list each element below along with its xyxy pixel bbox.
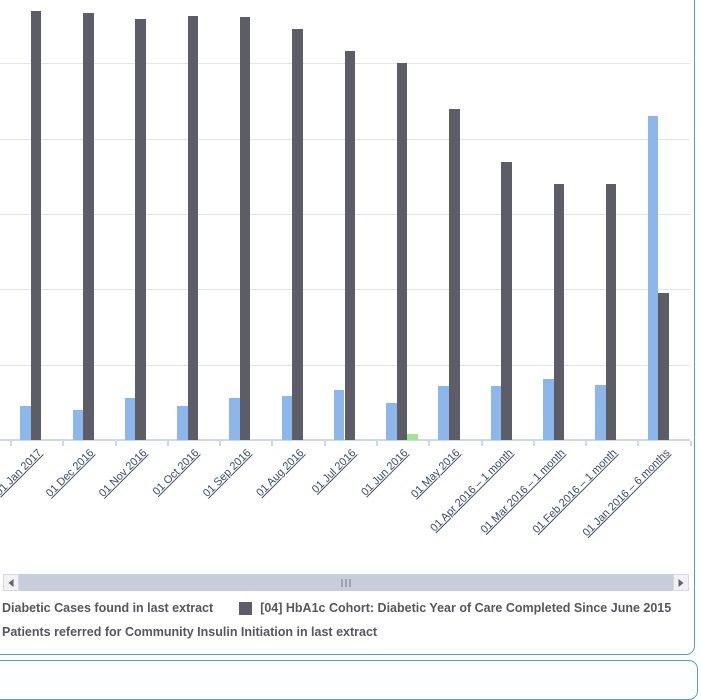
chart-bar[interactable] [187, 15, 199, 440]
x-axis-tick [10, 441, 12, 446]
chart-bar[interactable] [396, 63, 408, 440]
x-axis-tick [637, 441, 640, 446]
chart-bar[interactable] [333, 390, 345, 440]
chart-bar[interactable] [605, 183, 617, 440]
bar-chart-plot-area: 01 Jan 2017 01 Dec 2016 01 Nov 2016 01 Oct … [0, 10, 692, 539]
chart-bar[interactable] [72, 409, 84, 440]
chart-bar[interactable] [344, 51, 356, 440]
scrollbar-left-button[interactable] [3, 574, 19, 591]
x-axis-tick [428, 441, 431, 446]
x-axis-tick [219, 441, 222, 446]
chart-legend-row: Diabetic Cases found in last extract [04]… [0, 601, 697, 615]
x-axis-tick [532, 441, 535, 446]
legend-label: Diabetic Cases found in last extract [2, 601, 214, 615]
chart-bar[interactable] [658, 293, 669, 440]
chart-bar[interactable] [20, 406, 31, 440]
chart-bar[interactable] [647, 116, 659, 440]
x-axis-tick [480, 441, 483, 446]
x-axis-tick [689, 441, 692, 446]
chart-bar[interactable] [407, 434, 418, 440]
x-axis-tick [585, 441, 587, 446]
chart-bar[interactable] [135, 18, 146, 440]
horizontal-scrollbar[interactable] [3, 574, 689, 591]
chart-bar[interactable] [438, 385, 449, 440]
x-axis-tick [375, 441, 378, 446]
legend-item: Patients referred for Community Insulin … [0, 625, 377, 639]
chart-bar[interactable] [124, 397, 136, 440]
x-axis-tick [62, 441, 65, 446]
chart-bar[interactable] [543, 379, 554, 440]
chart-bar[interactable] [449, 109, 460, 440]
chart-bar[interactable] [501, 162, 512, 440]
x-axis-tick [114, 441, 117, 446]
chart-bar[interactable] [386, 403, 397, 440]
legend-label: Patients referred for Community Insulin … [2, 625, 378, 639]
chart-bar[interactable] [281, 396, 293, 440]
chart-bar[interactable] [553, 183, 565, 440]
x-axis-line [0, 439, 690, 441]
scrollbar-grip-icon[interactable] [341, 578, 351, 587]
next-widget-top-edge [0, 660, 698, 700]
chart-bar[interactable] [595, 385, 606, 440]
right-arrow-icon [678, 578, 684, 587]
chart-bar[interactable] [177, 406, 188, 440]
x-axis-tick [323, 441, 326, 446]
chart-bar[interactable] [30, 10, 42, 440]
scrollbar-right-button[interactable] [673, 574, 689, 591]
chart-bar[interactable] [229, 397, 240, 440]
chart-bar[interactable] [292, 29, 303, 440]
legend-item: [04] HbA1c Cohort: Diabetic Year of Care… [239, 601, 671, 615]
x-axis-tick [271, 441, 274, 446]
legend-label: [04] HbA1c Cohort: Diabetic Year of Care… [260, 601, 672, 615]
x-axis-tick [166, 441, 169, 446]
left-arrow-icon [8, 578, 14, 587]
legend-item: Diabetic Cases found in last extract [0, 601, 213, 615]
chart-legend-row: Patients referred for Community Insulin … [0, 625, 403, 639]
chart-bar[interactable] [239, 16, 251, 440]
legend-swatch-icon [239, 601, 253, 615]
chart-bar[interactable] [83, 12, 94, 440]
chart-bar[interactable] [490, 385, 502, 440]
